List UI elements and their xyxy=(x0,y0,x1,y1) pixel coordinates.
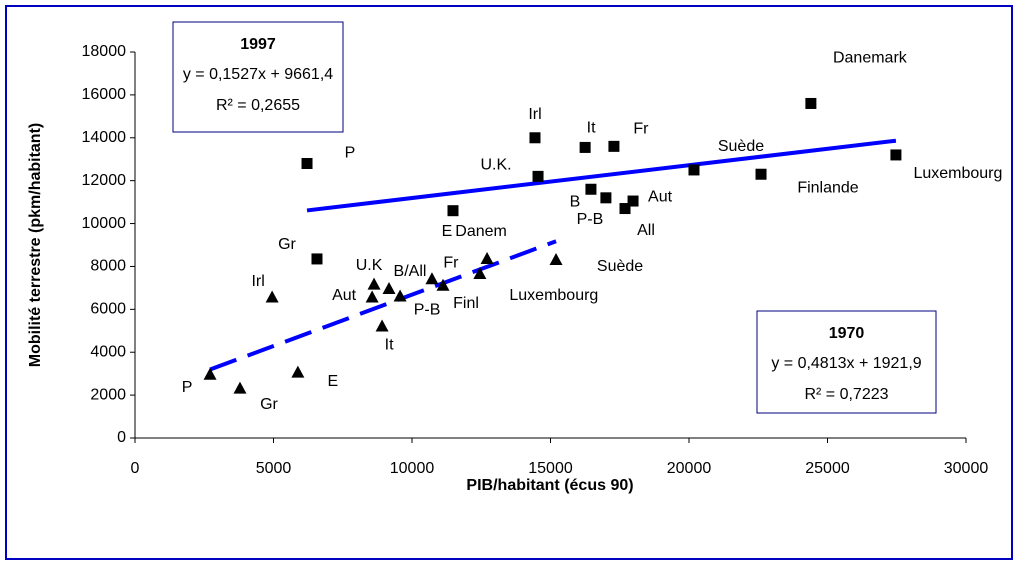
point-label: E xyxy=(328,373,339,390)
y-tick-label: 0 xyxy=(117,429,126,446)
point-label: U.K xyxy=(356,257,383,274)
point xyxy=(480,251,494,264)
point-label: Luxembourg xyxy=(509,287,598,304)
y-tick-label: 16000 xyxy=(82,86,127,103)
point-label: P-B xyxy=(414,302,441,319)
point-label: Finl xyxy=(453,295,479,312)
point-label: Suède xyxy=(718,138,764,155)
point-label: It xyxy=(385,337,394,354)
x-tick-label: 25000 xyxy=(805,460,850,477)
r-squared: R² = 0,7223 xyxy=(804,386,888,403)
point xyxy=(532,170,544,182)
point-label: It xyxy=(587,120,596,137)
point-label: All xyxy=(637,222,655,239)
point-label: P xyxy=(345,145,356,162)
r-squared: R² = 0,2655 xyxy=(216,97,300,114)
point-label: E xyxy=(442,223,453,240)
x-tick-label: 5000 xyxy=(256,460,292,477)
point-label: Aut xyxy=(648,188,673,205)
point xyxy=(473,266,487,279)
equation-box xyxy=(756,310,937,414)
equation-title: 1970 xyxy=(829,325,865,342)
y-tick-label: 8000 xyxy=(90,258,126,275)
point xyxy=(382,281,396,294)
y-tick-label: 10000 xyxy=(82,215,127,232)
point xyxy=(301,158,313,170)
equation-title: 1997 xyxy=(240,36,276,53)
point-label: Danem xyxy=(455,223,507,240)
point xyxy=(608,140,620,152)
point-label: Luxembourg xyxy=(913,165,1002,182)
trend-line xyxy=(209,239,557,372)
x-tick-label: 30000 xyxy=(944,460,989,477)
point-label: B xyxy=(570,193,581,210)
x-axis-title: PIB/habitant (écus 90) xyxy=(466,477,633,494)
x-tick-label: 0 xyxy=(131,460,140,477)
point xyxy=(291,365,305,378)
point xyxy=(549,253,563,266)
y-tick-label: 14000 xyxy=(82,129,127,146)
point xyxy=(627,195,639,207)
point-label: P-B xyxy=(577,211,604,228)
point xyxy=(447,205,459,217)
point-label: Danemark xyxy=(833,50,908,67)
point xyxy=(203,367,217,380)
equation: y = 0,1527x + 9661,4 xyxy=(183,66,333,83)
point-label: Irl xyxy=(528,106,541,123)
point xyxy=(600,192,612,204)
y-tick-label: 6000 xyxy=(90,301,126,318)
y-tick-label: 2000 xyxy=(90,386,126,403)
chart-frame xyxy=(5,5,1013,560)
point-label: Fr xyxy=(633,121,649,138)
point xyxy=(585,183,597,195)
point xyxy=(367,277,381,290)
point xyxy=(755,168,767,180)
point xyxy=(529,132,541,144)
x-tick-label: 15000 xyxy=(528,460,573,477)
point-label: Irl xyxy=(251,273,264,290)
x-tick-label: 10000 xyxy=(390,460,435,477)
trend-line xyxy=(306,138,897,213)
equation: y = 0,4813x + 1921,9 xyxy=(771,355,921,372)
y-tick-label: 12000 xyxy=(82,172,127,189)
point xyxy=(375,319,389,332)
point xyxy=(890,149,902,161)
point-label: Gr xyxy=(278,236,296,253)
point-label: Aut xyxy=(332,287,357,304)
equation-box xyxy=(172,21,344,133)
point xyxy=(425,272,439,285)
point xyxy=(265,290,279,303)
point-label: Finlande xyxy=(797,179,858,196)
point xyxy=(233,381,247,394)
point-label: Fr xyxy=(443,255,459,272)
y-tick-label: 4000 xyxy=(90,343,126,360)
point xyxy=(436,278,450,291)
point xyxy=(365,290,379,303)
point xyxy=(311,253,323,265)
point-label: B/All xyxy=(394,263,427,280)
point xyxy=(688,164,700,176)
point xyxy=(393,289,407,302)
point-label: Gr xyxy=(260,396,278,413)
point-label: P xyxy=(182,379,193,396)
x-tick-label: 20000 xyxy=(667,460,712,477)
point xyxy=(805,97,817,109)
point xyxy=(579,141,591,153)
y-tick-label: 18000 xyxy=(82,43,127,60)
point-label: Suède xyxy=(597,258,643,275)
point xyxy=(619,203,631,215)
point-label: U.K. xyxy=(480,157,511,174)
y-axis-title: Mobilité terrestre (pkm/habitant) xyxy=(27,123,44,367)
